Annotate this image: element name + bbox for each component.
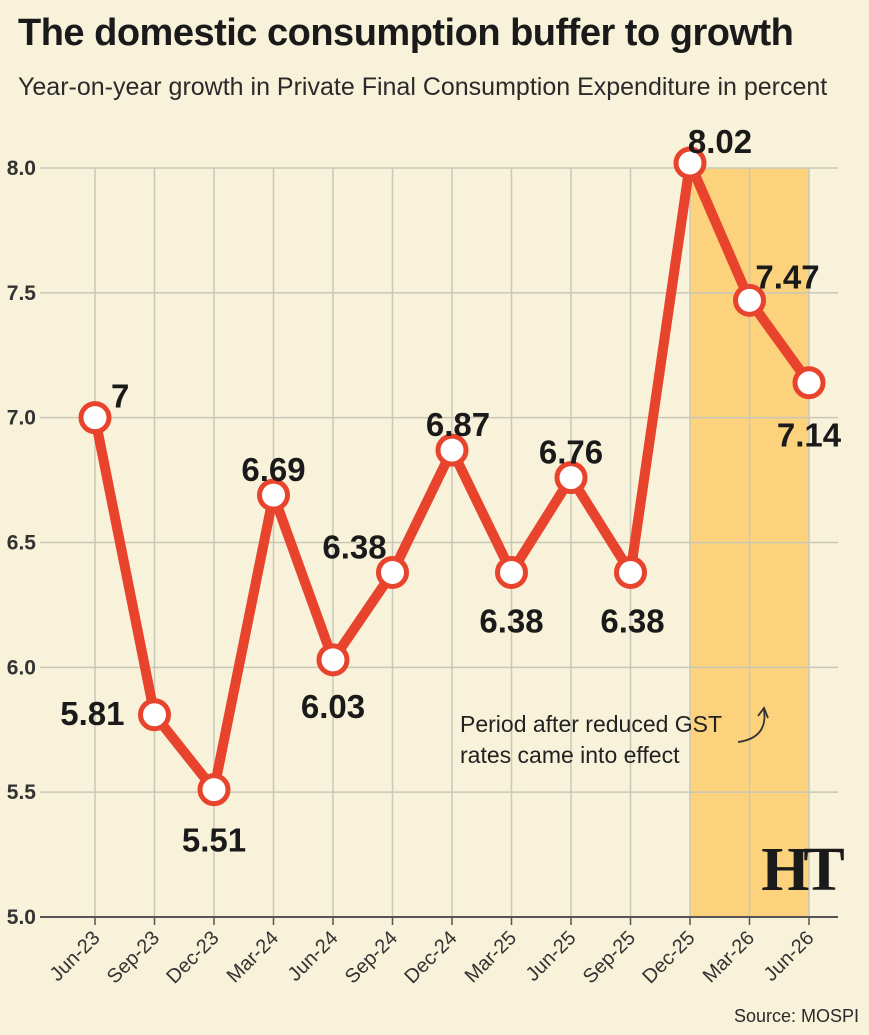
data-label: 7.47 [755,258,819,295]
data-label: 6.38 [479,602,543,639]
data-point [673,146,707,180]
data-point [316,643,350,677]
data-label: 7.14 [777,417,842,454]
data-point [554,461,588,495]
data-label: 7 [111,378,129,415]
data-point [435,433,469,467]
x-tick-label: Dec-23 [162,927,223,988]
data-point [614,555,647,589]
data-label: 6.87 [426,406,490,443]
x-tick-label: Jun-26 [760,927,819,986]
y-tick-label: 7.5 [7,282,37,305]
ht-logo: HT [761,836,844,904]
data-label: 8.02 [688,123,752,160]
x-tick-label: Dec-25 [638,927,699,988]
x-tick-label: Mar-26 [699,927,759,987]
y-tick-label: 7.0 [7,407,36,430]
x-tick-label: Mar-25 [461,927,521,987]
data-point [376,555,409,589]
annotation-arrow [737,709,766,743]
chart-subtitle: Year-on-year growth in Private Final Con… [18,73,828,101]
source-note: Source: MOSPI [733,1006,859,1026]
data-label: 6.38 [600,602,664,639]
x-tick-label: Sep-24 [341,927,402,988]
x-tick-label: Jun-24 [284,927,343,986]
data-point [138,698,171,732]
x-tick-label: Dec-24 [400,927,461,988]
x-tick-label: Jun-23 [46,927,105,986]
x-tick-label: Jun-25 [522,927,581,986]
annotation-line-2: rates came into effect [460,742,680,768]
data-point [197,773,231,807]
data-label: 6.38 [322,528,386,565]
data-label: 5.51 [182,822,246,859]
y-tick-label: 6.5 [7,532,37,555]
data-label: 6.76 [539,434,603,471]
y-tick-label: 5.5 [7,781,37,804]
y-tick-label: 5.0 [7,906,36,929]
data-point [495,555,528,589]
data-point [257,478,290,512]
annotation-line-1: Period after reduced GST [460,711,722,737]
data-point [78,401,112,435]
x-tick-label: Sep-25 [579,927,640,988]
y-tick-label: 8.0 [7,157,36,180]
data-point [733,283,766,317]
annotation-arrowhead [757,706,769,719]
x-tick-label: Mar-24 [223,927,283,987]
y-tick-label: 6.0 [7,656,36,679]
data-label: 5.81 [60,695,124,732]
data-label: 6.69 [241,451,305,488]
x-tick-label: Sep-23 [103,927,164,988]
data-label: 6.03 [301,688,365,725]
chart-title: The domestic consumption buffer to growt… [18,12,794,54]
data-point [792,366,826,400]
